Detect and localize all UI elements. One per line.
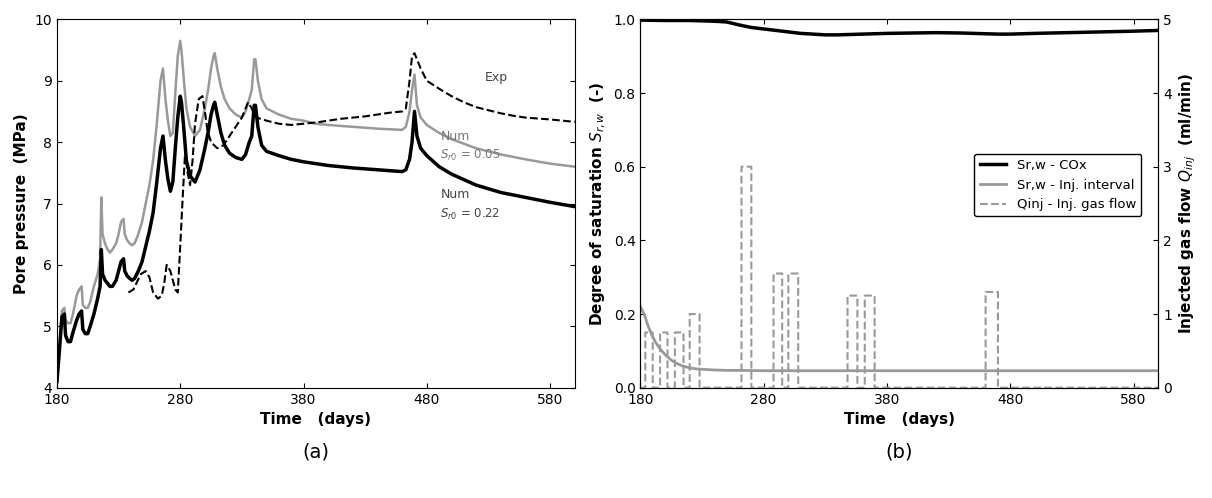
Text: $S_{r0}$ = 0.05: $S_{r0}$ = 0.05 (440, 148, 502, 163)
Y-axis label: Pore pressure  (MPa): Pore pressure (MPa) (13, 113, 29, 294)
Text: Num: Num (440, 129, 470, 142)
Text: Exp: Exp (485, 71, 508, 84)
Text: (b): (b) (886, 443, 913, 462)
Y-axis label: Injected gas flow $Q_{inj}$  (ml/min): Injected gas flow $Q_{inj}$ (ml/min) (1178, 73, 1199, 334)
Text: (a): (a) (302, 443, 330, 462)
Y-axis label: Degree of saturation $S_{r,w}$  (-): Degree of saturation $S_{r,w}$ (-) (589, 81, 608, 326)
Text: Num: Num (440, 188, 470, 201)
Text: $S_{r0}$ = 0.22: $S_{r0}$ = 0.22 (440, 206, 501, 222)
X-axis label: Time   (days): Time (days) (261, 412, 371, 427)
X-axis label: Time   (days): Time (days) (844, 412, 955, 427)
Legend: Sr,w - COx, Sr,w - Inj. interval, Qinj - Inj. gas flow: Sr,w - COx, Sr,w - Inj. interval, Qinj -… (974, 154, 1142, 217)
